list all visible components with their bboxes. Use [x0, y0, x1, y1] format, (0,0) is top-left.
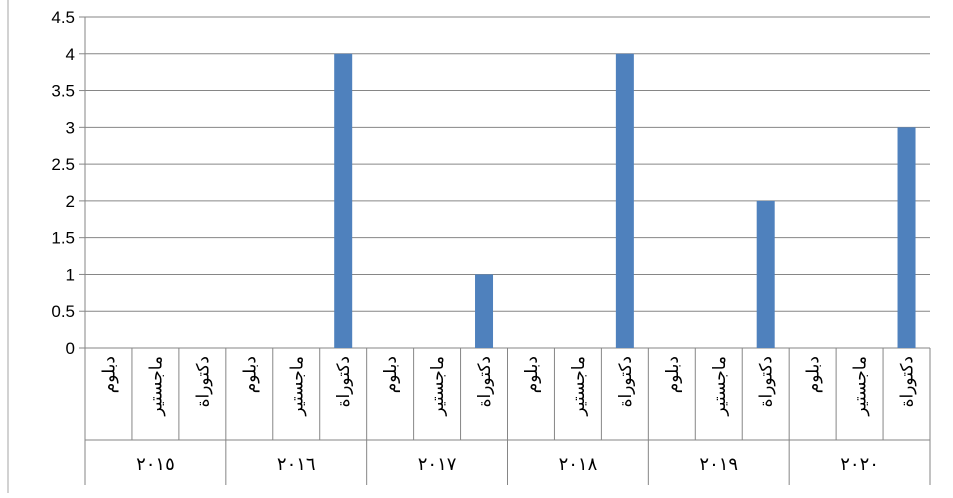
- y-tick-label: 0.5: [51, 302, 75, 321]
- x-subcategory-label: دبلوم: [804, 356, 823, 393]
- x-subcategory-label: دكتوراة: [334, 356, 353, 407]
- x-subcategory-label: دبلوم: [381, 356, 400, 393]
- x-subcategory-label: دكتوراة: [475, 356, 494, 407]
- y-tick-label: 4: [66, 45, 75, 64]
- y-tick-label: 2: [66, 192, 75, 211]
- x-subcategory-label: ماجستير: [851, 356, 870, 417]
- x-group-label: ٢٠١٦: [277, 454, 316, 474]
- x-subcategory-label: دكتوراة: [616, 356, 635, 407]
- x-group-label: ٢٠١٨: [559, 454, 598, 474]
- y-tick-label: 4.5: [51, 8, 75, 27]
- bar: [756, 200, 775, 348]
- y-tick-label: 3: [66, 118, 75, 137]
- x-group-label: ٢٠١٥: [136, 454, 175, 474]
- y-tick-label: 2.5: [51, 155, 75, 174]
- x-subcategory-label: دكتوراة: [193, 356, 212, 407]
- bar: [475, 274, 494, 348]
- x-group-label: ٢٠٢٠: [840, 454, 879, 474]
- x-subcategory-label: ماجستير: [569, 356, 588, 417]
- x-subcategory-label: دكتوراة: [898, 356, 917, 407]
- x-subcategory-label: ماجستير: [146, 356, 165, 417]
- y-tick-label: 0: [66, 339, 75, 358]
- bar: [897, 127, 916, 348]
- x-group-label: ٢٠١٧: [418, 454, 457, 474]
- y-tick-label: 1.5: [51, 229, 75, 248]
- x-subcategory-label: دكتوراة: [757, 356, 776, 407]
- x-subcategory-label: ماجستير: [287, 356, 306, 417]
- x-subcategory-label: ماجستير: [710, 356, 729, 417]
- x-group-label: ٢٠١٩: [699, 454, 738, 474]
- y-tick-label: 3.5: [51, 82, 75, 101]
- bar: [615, 53, 634, 349]
- x-subcategory-label: دبلوم: [522, 356, 541, 393]
- bar: [334, 53, 353, 349]
- x-subcategory-label: دبلوم: [99, 356, 118, 393]
- x-subcategory-label: دبلوم: [240, 356, 259, 393]
- x-subcategory-label: ماجستير: [428, 356, 447, 417]
- x-subcategory-label: دبلوم: [663, 356, 682, 393]
- y-tick-label: 1: [66, 265, 75, 284]
